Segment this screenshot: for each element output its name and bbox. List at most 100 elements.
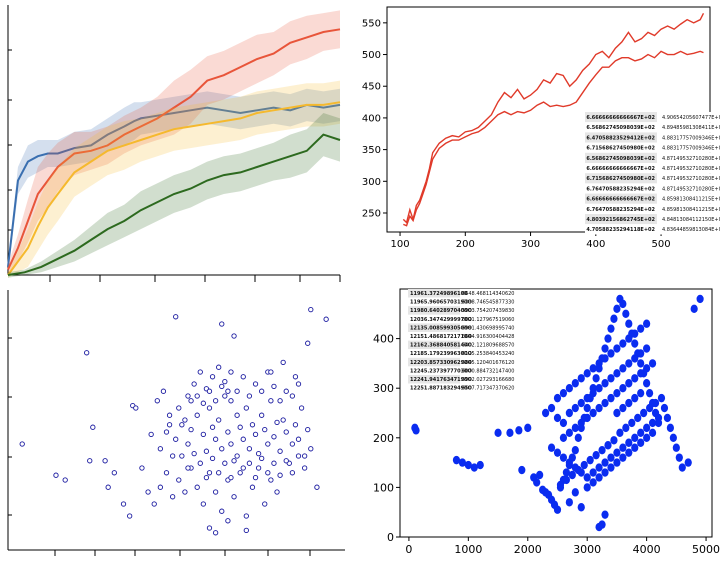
table-cell [408,297,460,307]
x-tick-label: 2000 [514,543,542,556]
scatter-point [595,463,603,472]
table-cell [657,173,720,184]
table-cell [408,340,460,350]
table-cell [657,214,720,225]
table-cell-text: 11965.96065703190O [410,300,472,306]
scatter-point [565,428,573,438]
scatter-point [553,413,562,423]
scatter-point [565,458,573,467]
table-cell [408,383,460,393]
scatter-point [412,426,420,435]
scatter-point [643,379,651,388]
scatter-point [625,359,633,368]
y-tick-label: 200 [373,432,394,445]
scatter-point [643,344,651,353]
scatter-point [646,403,654,413]
table-cell [657,112,720,123]
scatter-point [246,460,253,466]
scatter-point [628,418,636,428]
scatter-point [589,364,597,373]
table-cell [657,152,720,163]
table-cell-text: 6.76470588235294E+02 [586,186,655,192]
table-cell-text: 6.56862745098039E+02 [586,125,655,131]
scatter-point [228,369,234,375]
scatter-point [643,364,651,373]
scatter-point [209,424,216,430]
scatter-point [536,470,544,480]
scatter-point [222,378,228,385]
scatter-point [237,424,243,430]
table-cell [460,366,510,375]
scatter-point [565,384,573,393]
scatter-point [212,398,219,404]
table-cell [585,142,657,153]
scatter-point [598,520,606,529]
scatter-point [163,470,170,476]
scatter-point [277,398,283,404]
scatter-point [194,412,200,418]
scatter-point [613,388,621,398]
scatter-point [219,508,225,514]
scatter-point [672,443,680,452]
scatter-point [619,299,627,309]
scatter-point [243,405,249,411]
table-cell [585,132,657,143]
scatter-point [194,484,200,490]
scatter-point [565,498,573,507]
table-cell [460,340,510,350]
scatter-point [657,393,666,403]
scatter-point [222,393,228,399]
chart-bottom-left [7,290,345,556]
table-cell [408,306,460,315]
series-band-green [8,113,340,278]
scatter-point [308,446,314,452]
y-tick-label: 400 [362,113,381,124]
scatter-point [595,384,603,393]
scatter-point [637,428,645,438]
scatter-point [559,453,568,462]
scatter-point [289,393,296,399]
scatter-point [604,334,612,343]
table-cell-text: 6021.127967519060 [462,317,515,323]
scatter-point [212,436,219,442]
scatter-point [182,417,188,423]
scatter-point [176,405,182,411]
scatter-point [663,413,672,423]
scatter-point [547,443,556,452]
table-cell [657,183,720,194]
table-cell-text: 6.66666666666667E+02 [586,115,655,121]
scatter-point [252,474,259,481]
table-cell-text: 6338.746545877330 [462,300,515,306]
scatter-point [308,306,314,313]
table-cell [585,122,657,133]
table-cell [657,122,720,133]
x-tick-label: 400 [586,239,605,250]
scatter-point [295,381,302,387]
table-cell-text: 6.56862745098039E+02 [586,156,655,162]
scatter-point [648,418,657,428]
table-cell-text: 6.66666666666667E+02 [586,197,655,203]
scatter-point [637,324,645,333]
series-line-2 [403,50,704,227]
scatter-point [265,441,271,447]
scatter-point [173,436,179,442]
scatter-point [268,398,274,404]
scatter-point [157,484,164,490]
scatter-point [216,364,222,370]
scatter-point [646,388,654,398]
table-cell [460,323,510,332]
scatter-point [577,418,585,428]
scatter-point [271,460,277,466]
scatter-point [589,388,597,398]
scatter-point [553,393,562,403]
scatter-point [553,505,562,514]
scatter-point [271,383,277,390]
scatter-point [583,473,591,482]
y-tick-label: 300 [362,177,381,188]
table-cell-text: 12185.17923996300O [410,351,472,357]
table-cell-text: 12162.36884058140O [410,343,472,349]
scatter-point [188,398,194,404]
table-cell [460,357,510,367]
x-tick-label: 200 [456,239,475,250]
